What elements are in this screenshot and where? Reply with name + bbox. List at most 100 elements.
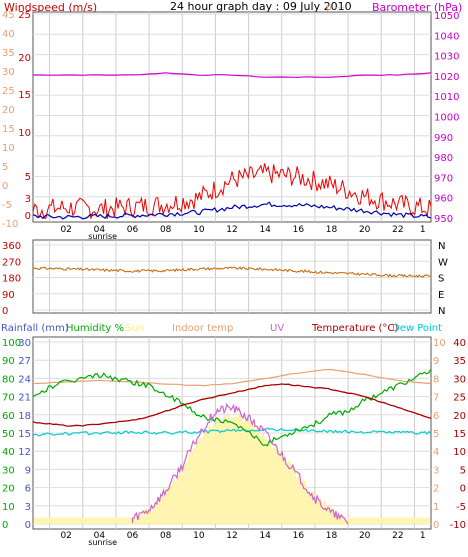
x-tick-label: 02: [60, 531, 71, 541]
panel-direction-grid: [33, 240, 431, 313]
right-tick-compass: N: [438, 306, 445, 317]
left-tick-rain: 12: [18, 447, 31, 458]
right-tick-temperature: 35: [453, 356, 466, 367]
right-tick-baro: 1040: [434, 31, 459, 42]
left-tick-humidity: 80: [2, 374, 15, 385]
left-tick-scale-b: 30: [2, 67, 15, 78]
legend-temperature: Temperature (°C): [311, 323, 398, 334]
left-tick-wind: 10: [18, 128, 31, 139]
left-tick-humidity: 50: [2, 429, 15, 440]
right-tick-uv: 8: [433, 374, 439, 385]
left-tick-rain: 18: [18, 411, 31, 422]
barometer-line: [33, 72, 432, 78]
legend-sun: Sun: [125, 323, 144, 334]
legend-humidity: Humidity %: [66, 323, 124, 334]
x-tick-label: 08: [160, 225, 172, 235]
sun-baseline: [348, 517, 430, 524]
humidity-line: [32, 368, 432, 447]
panel-wind-marks: [32, 72, 432, 220]
right-tick-uv: 7: [433, 393, 439, 404]
indoor-temp-line: [32, 368, 432, 387]
left-tick-direction: 270: [2, 257, 21, 268]
sunrise-label: sunrise: [88, 538, 117, 547]
left-tick-scale-b: 20: [2, 105, 15, 116]
left-tick-scale-b: 5: [2, 162, 8, 173]
left-tick-humidity: 40: [2, 447, 15, 458]
right-tick-temperature: 0: [460, 484, 466, 495]
right-tick-baro: 1000: [434, 113, 459, 124]
x-tick-label: 1: [420, 225, 426, 235]
x-tick-label: 12: [226, 531, 237, 541]
x-tick-label: 06: [127, 531, 139, 541]
right-tick-baro: 950: [434, 214, 453, 225]
left-tick-rain: 15: [18, 429, 31, 440]
x-tick-label: 02: [60, 225, 71, 235]
left-tick-rain: 3: [25, 502, 31, 513]
left-tick-scale-b: 40: [2, 29, 15, 40]
x-tick-label: 16: [293, 531, 305, 541]
left-tick-rain: 0: [25, 520, 31, 531]
right-tick-uv: 1: [433, 502, 439, 513]
panel-direction-frame: [32, 239, 432, 314]
left-tick-wind: 25: [18, 10, 31, 21]
right-tick-compass: E: [438, 290, 444, 301]
right-tick-baro: 1010: [434, 92, 459, 103]
left-tick-rain: 21: [18, 393, 31, 404]
left-tick-scale-b: -10: [2, 219, 18, 230]
uv-line: [131, 402, 349, 525]
right-tick-baro: 990: [434, 133, 453, 144]
right-tick-baro: 970: [434, 173, 453, 184]
right-tick-temperature: -5: [456, 502, 466, 513]
left-tick-wind: 15: [18, 90, 31, 101]
left-tick-scale-b: 35: [2, 48, 15, 59]
barometer-label: Barometer (hPa): [372, 1, 462, 14]
right-tick-baro: 1030: [434, 52, 459, 63]
x-tick-label: 20: [359, 531, 371, 541]
x-tick-label: 18: [326, 531, 338, 541]
panel-direction-marks: [32, 266, 432, 278]
legend-uv: UV: [270, 323, 284, 334]
legend-rainfall: Rainfall (mm): [1, 323, 69, 334]
left-tick-scale-b: 45: [2, 10, 15, 21]
wind-direction-line: [32, 266, 432, 278]
left-tick-wind: 20: [18, 53, 31, 64]
right-tick-baro: 980: [434, 153, 453, 164]
dew-point-line: [32, 427, 432, 437]
left-tick-direction: 0: [2, 306, 8, 317]
x-tick-label: 16: [293, 225, 305, 235]
legend-dew-point: Dew Point: [392, 323, 442, 334]
right-tick-baro: 1020: [434, 72, 459, 83]
left-tick-scale-b: -5: [2, 200, 12, 211]
left-tick-rain: 6: [25, 484, 31, 495]
right-tick-temperature: 10: [453, 447, 466, 458]
x-tick-label: 04: [94, 531, 106, 541]
sun-area: [132, 412, 349, 525]
right-tick-temperature: 40: [453, 338, 466, 349]
right-tick-uv: 3: [433, 465, 439, 476]
x-tick-label: 18: [326, 225, 338, 235]
x-tick-label: 08: [160, 531, 172, 541]
x-tick-label: 10: [193, 531, 205, 541]
left-tick-rain: 24: [18, 374, 31, 385]
left-tick-humidity: 100: [2, 338, 21, 349]
left-tick-humidity: 70: [2, 393, 15, 404]
legend-extra: p ---: [326, 3, 344, 13]
right-tick-temperature: 20: [453, 411, 466, 422]
left-tick-rain: 9: [25, 465, 31, 476]
left-tick-humidity: 20: [2, 484, 15, 495]
left-tick-direction: 90: [2, 290, 15, 301]
left-tick-rain: 27: [18, 356, 31, 367]
right-tick-uv: 6: [433, 411, 439, 422]
sun-baseline: [34, 517, 133, 524]
x-tick-label: 20: [359, 225, 371, 235]
right-tick-compass: N: [438, 241, 445, 252]
right-tick-baro: 960: [434, 194, 453, 205]
left-tick-wind: 3: [25, 194, 31, 205]
x-tick-label: 06: [127, 225, 139, 235]
left-tick-humidity: 10: [2, 502, 15, 513]
temperature-line: [32, 383, 432, 427]
right-tick-uv: 0: [433, 520, 439, 531]
x-tick-label: 10: [193, 225, 205, 235]
left-tick-rain: 30: [18, 338, 31, 349]
left-tick-humidity: 0: [2, 520, 8, 531]
